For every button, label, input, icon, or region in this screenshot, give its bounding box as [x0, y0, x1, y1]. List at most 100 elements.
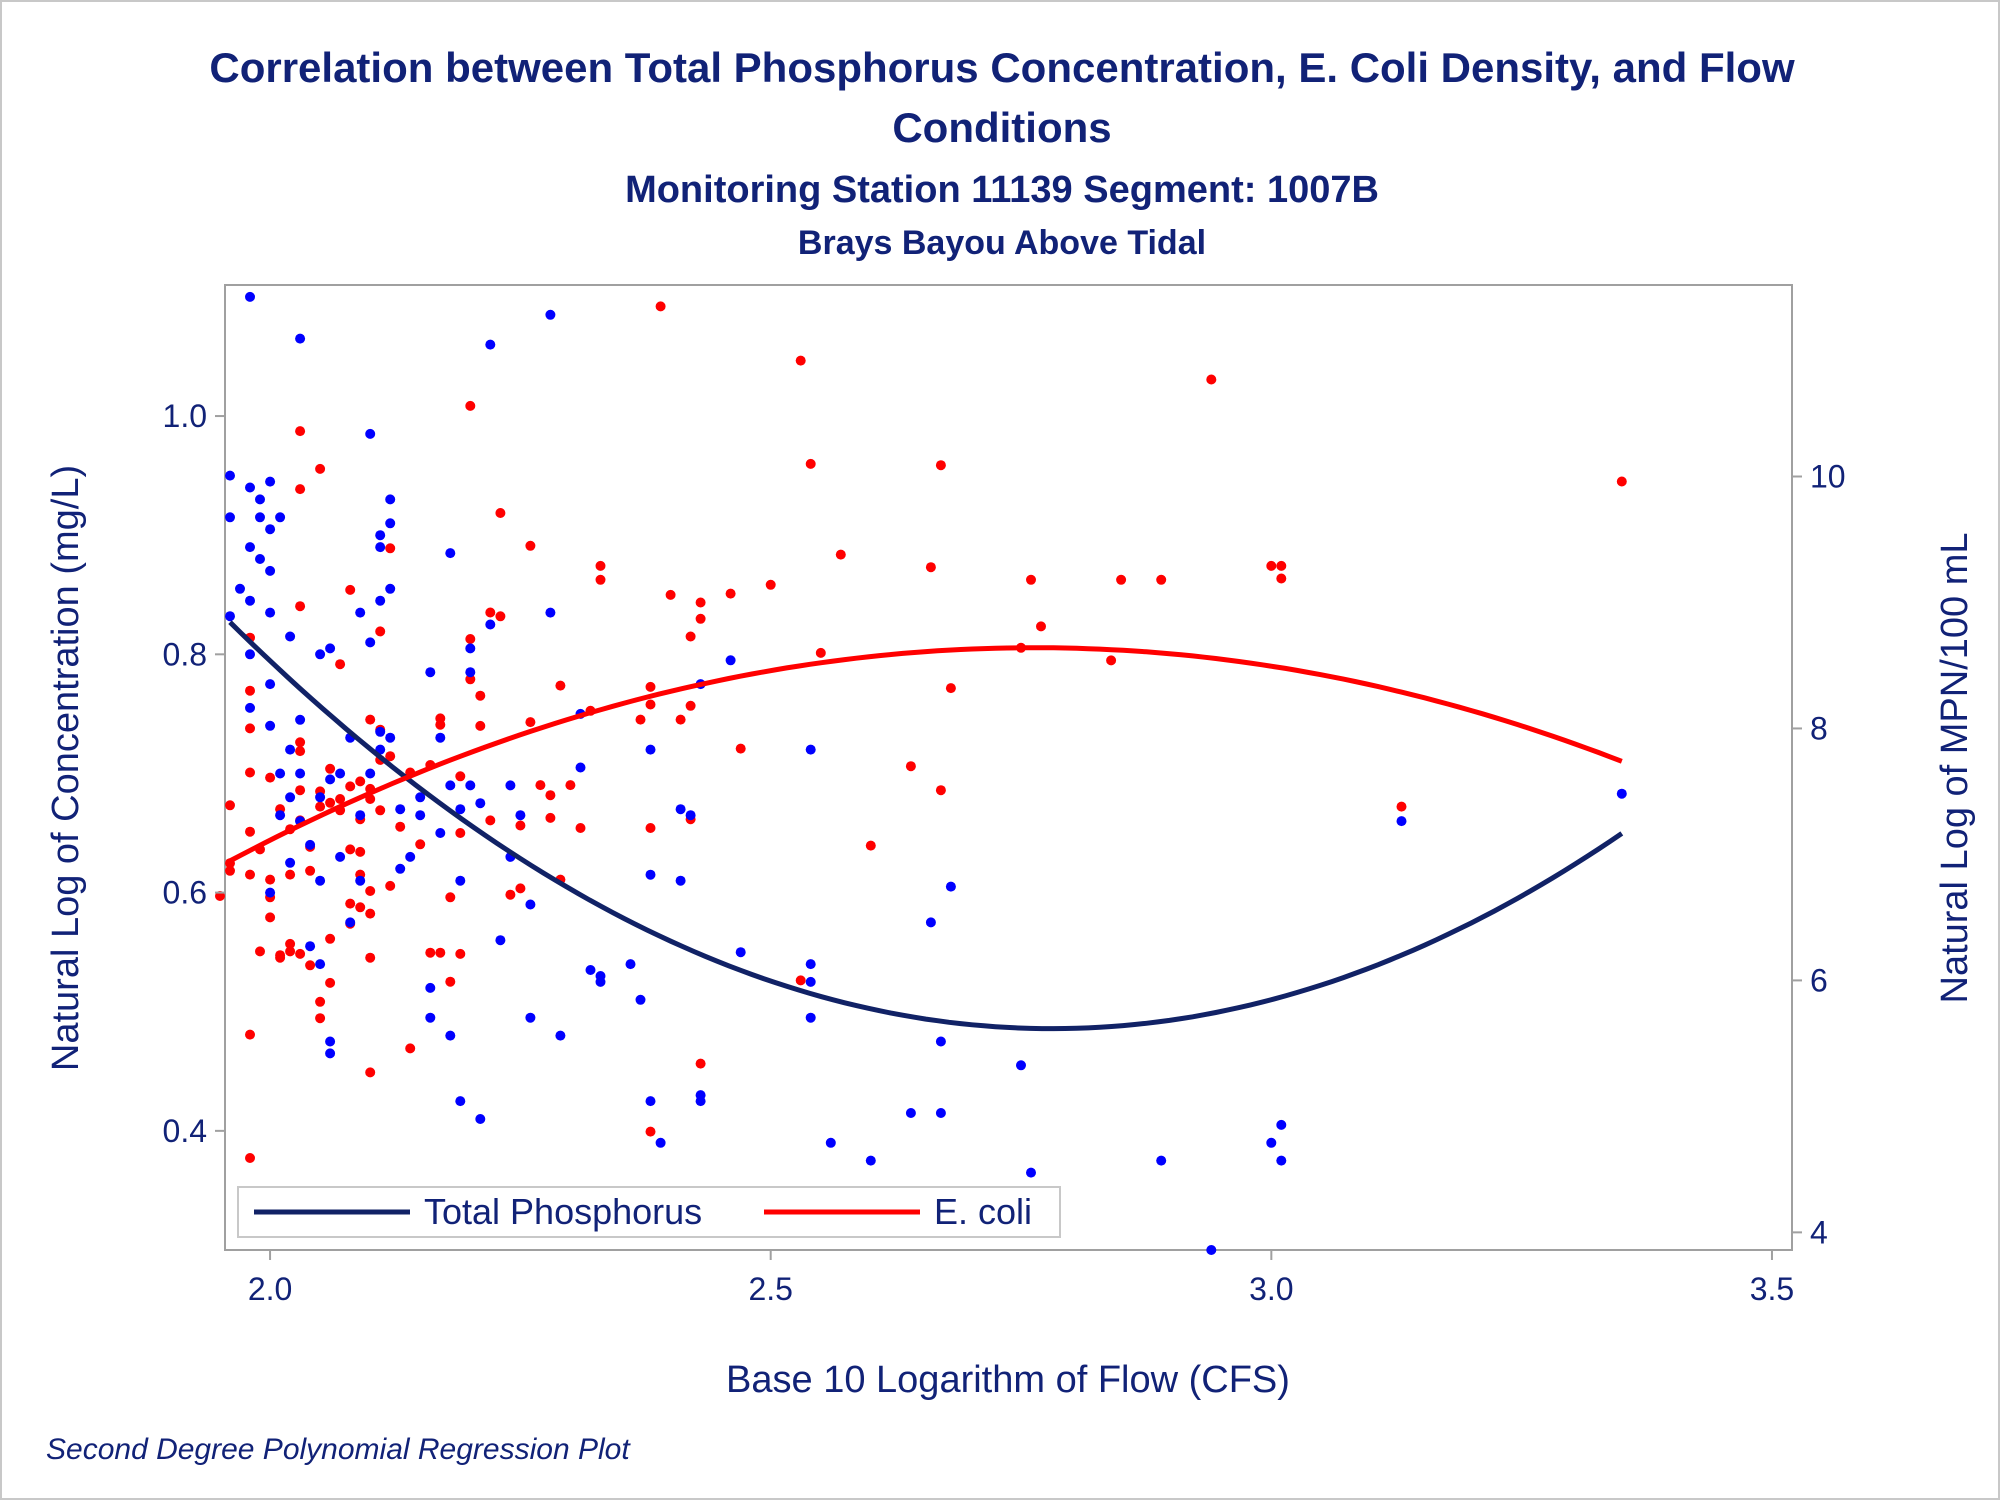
- phosphorus-point: [415, 792, 426, 803]
- phosphorus-point: [1016, 1060, 1026, 1071]
- phosphorus-point: [375, 542, 386, 553]
- ecoli-point: [475, 720, 486, 731]
- phosphorus-point: [285, 744, 296, 755]
- ecoli-point: [295, 746, 306, 757]
- ecoli-point: [1106, 655, 1117, 666]
- ecoli-point: [365, 908, 376, 919]
- footnote: Second Degree Polynomial Regression Plot: [46, 1433, 631, 1466]
- ecoli-point: [435, 947, 446, 958]
- ecoli-point: [345, 584, 356, 595]
- ecoli-point: [245, 767, 255, 778]
- ecoli-point: [835, 549, 846, 560]
- phosphorus-points: [225, 291, 1627, 1255]
- ecoli-point: [295, 948, 306, 959]
- ecoli-point: [315, 801, 326, 812]
- ecoli-point: [315, 463, 326, 474]
- phosphorus-point: [735, 947, 746, 958]
- ecoli-point: [445, 892, 456, 903]
- phosphorus-point: [355, 607, 366, 618]
- ecoli-point: [265, 772, 276, 783]
- y-right-tick-label: 6: [1810, 962, 1828, 998]
- ecoli-point: [295, 484, 306, 495]
- ecoli-point: [545, 790, 556, 801]
- ecoli-point: [495, 611, 506, 622]
- phosphorus-point: [235, 583, 245, 594]
- chart-subtitle-location: Brays Bayou Above Tidal: [798, 224, 1206, 262]
- ecoli-fit-line: [228, 645, 1623, 864]
- x-tick-label: 3.5: [1750, 1271, 1794, 1307]
- phosphorus-point: [285, 792, 296, 803]
- ecoli-point: [395, 821, 406, 832]
- phosphorus-point: [245, 482, 255, 493]
- ecoli-point: [795, 975, 806, 986]
- phosphorus-point: [365, 768, 376, 779]
- phosphorus-point: [305, 941, 316, 952]
- ecoli-point: [1206, 374, 1217, 385]
- phosphorus-point: [395, 863, 406, 874]
- phosphorus-point: [945, 881, 956, 892]
- ecoli-point: [645, 681, 656, 692]
- chart-title-line1: Correlation between Total Phosphorus Con…: [209, 44, 1795, 91]
- ecoli-point: [495, 508, 506, 518]
- phosphorus-point: [445, 548, 456, 559]
- ecoli-point: [565, 780, 576, 791]
- phosphorus-point: [265, 607, 276, 618]
- ecoli-point: [645, 699, 656, 710]
- phosphorus-point: [355, 875, 366, 886]
- phosphorus-point: [275, 512, 286, 523]
- ecoli-point: [385, 543, 396, 554]
- phosphorus-point: [545, 607, 556, 618]
- ecoli-point: [465, 674, 476, 685]
- ecoli-point: [665, 589, 676, 600]
- phosphorus-point: [545, 309, 556, 320]
- ecoli-point: [265, 912, 276, 923]
- ecoli-point: [245, 826, 255, 837]
- ecoli-point: [325, 933, 336, 944]
- phosphorus-point: [265, 565, 276, 576]
- phosphorus-point: [1396, 816, 1407, 827]
- ecoli-point: [725, 588, 736, 599]
- ecoli-point: [355, 902, 366, 913]
- phosphorus-point: [445, 780, 456, 791]
- phosphorus-point: [365, 428, 376, 439]
- phosphorus-point: [635, 994, 646, 1005]
- phosphorus-point: [245, 291, 255, 302]
- phosphorus-point: [245, 542, 255, 553]
- ecoli-point: [255, 946, 265, 957]
- phosphorus-point: [385, 494, 396, 505]
- ecoli-point: [865, 840, 876, 851]
- legend-label-phosphorus: Total Phosphorus: [424, 1191, 702, 1232]
- phosphorus-point: [485, 619, 496, 630]
- phosphorus-point: [1266, 1137, 1277, 1148]
- phosphorus-point: [315, 875, 326, 886]
- ecoli-point: [335, 794, 346, 804]
- phosphorus-point: [675, 875, 686, 886]
- phosphorus-point: [525, 1012, 536, 1023]
- ecoli-point: [435, 719, 446, 730]
- ecoli-point: [295, 737, 306, 748]
- phosphorus-point: [825, 1137, 836, 1148]
- phosphorus-point: [345, 917, 356, 928]
- ecoli-point: [285, 869, 296, 880]
- ecoli-point: [285, 938, 296, 949]
- ecoli-point: [805, 458, 816, 469]
- phosphorus-point: [425, 667, 436, 678]
- ecoli-point: [365, 1067, 376, 1078]
- phosphorus-point: [455, 804, 466, 815]
- phosphorus-point: [385, 583, 396, 594]
- ecoli-point: [685, 700, 696, 711]
- ecoli-point: [1266, 560, 1277, 571]
- points-layer: [215, 291, 1627, 1255]
- phosphorus-point: [1156, 1155, 1167, 1166]
- phosphorus-point: [1276, 1119, 1287, 1130]
- phosphorus-point: [1276, 1155, 1287, 1166]
- phosphorus-point: [255, 494, 265, 505]
- ecoli-point: [365, 886, 376, 896]
- ecoli-point: [345, 898, 356, 909]
- ecoli-point: [275, 950, 286, 961]
- ecoli-point: [815, 647, 826, 658]
- plot-area: [224, 284, 1793, 1251]
- phosphorus-point: [285, 857, 296, 868]
- ecoli-point: [375, 626, 386, 637]
